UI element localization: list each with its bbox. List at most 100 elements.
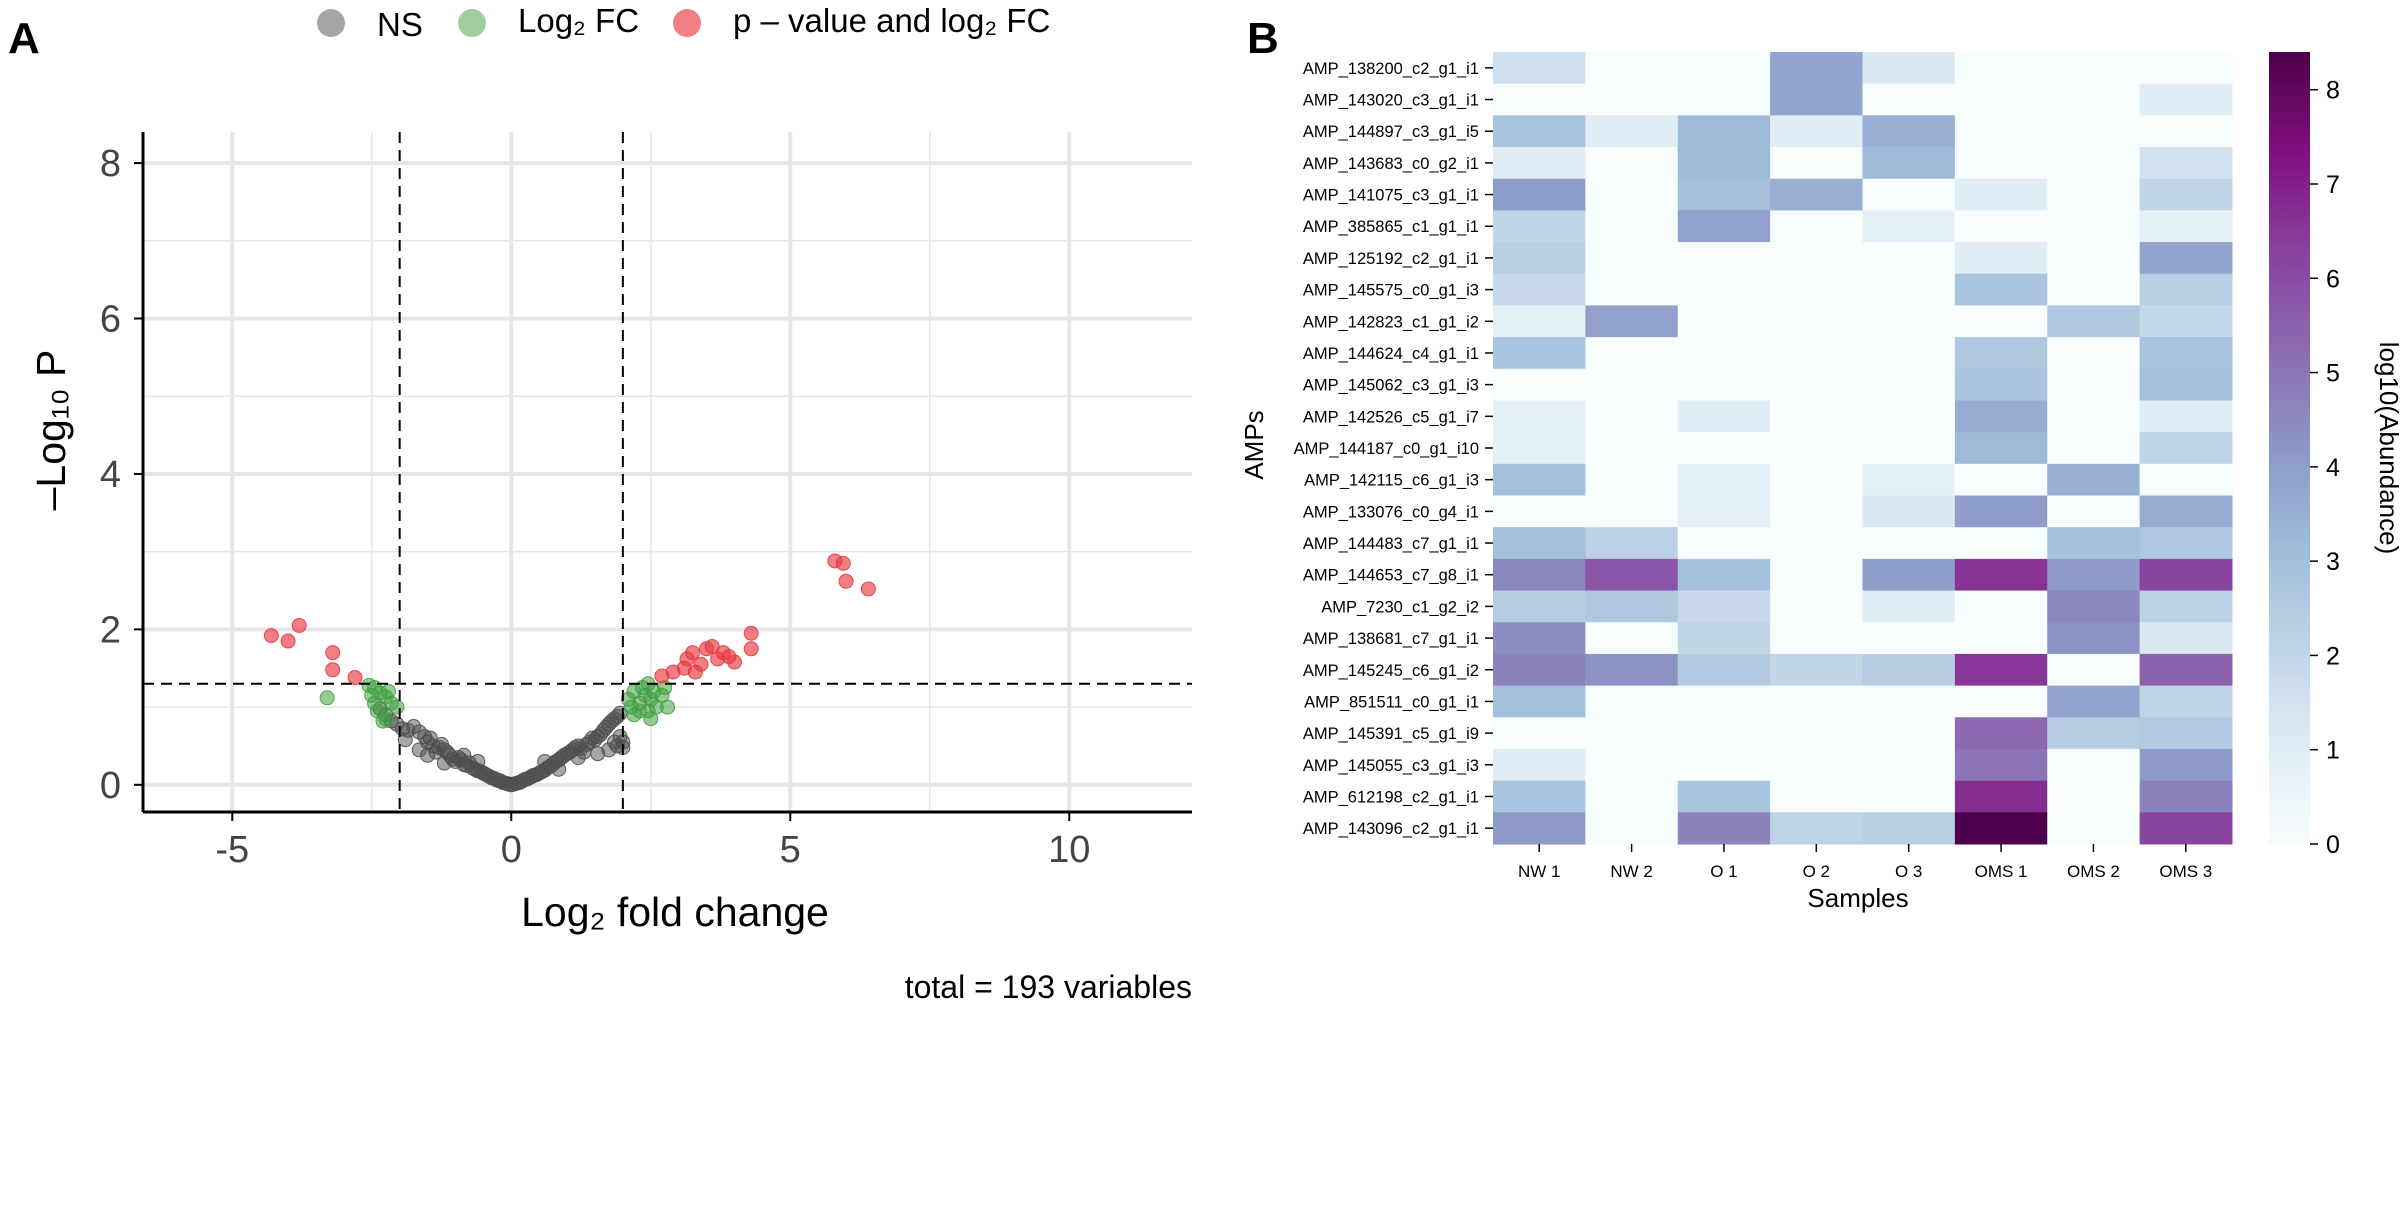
heatmap-cell (1954, 653, 2048, 687)
heatmap-cell (1862, 178, 1956, 211)
heatmap-column-label: OMS 2 (2067, 862, 2120, 881)
heatmap-cell (1770, 748, 1863, 782)
volcano-x-tick-label: 5 (780, 829, 801, 871)
colorbar-tick-label: 6 (2326, 265, 2340, 293)
heatmap-row-label: AMP_141075_c3_g1_i1 (1303, 187, 1479, 205)
heatmap-cell (1493, 400, 1586, 433)
heatmap-cell (1493, 780, 1586, 813)
colorbar-tick-label: 5 (2326, 360, 2340, 388)
volcano-point-ns (537, 753, 553, 769)
heatmap-cell (1677, 495, 1771, 528)
heatmap-cell (1862, 748, 1956, 782)
heatmap-cell (1954, 780, 2048, 813)
heatmap-cell (2047, 558, 2141, 592)
heatmap-cell (1862, 210, 1956, 243)
heatmap-row-label: AMP_133076_c0_g4_i1 (1303, 503, 1479, 521)
heatmap-cell (2047, 780, 2141, 813)
legend-both-label: p – value and log₂ FC (733, 2, 1050, 39)
heatmap-cell (1862, 432, 1956, 465)
heatmap-cell (1585, 337, 1679, 370)
heatmap-cell (2139, 242, 2233, 275)
heatmap-column-label: NW 1 (1518, 862, 1561, 881)
heatmap-cell (1954, 52, 2048, 85)
heatmap-cell (1585, 400, 1679, 433)
heatmap-cell (1862, 622, 1956, 655)
heatmap-cell (2139, 337, 2233, 370)
heatmap-cell (1862, 305, 1956, 338)
heatmap-cell (2139, 590, 2233, 623)
volcano-point-both (291, 617, 307, 633)
heatmap-cell (1585, 432, 1679, 465)
heatmap-cell (2047, 178, 2141, 211)
volcano-point-both (347, 670, 363, 686)
heatmap-cell (1770, 83, 1863, 116)
heatmap-cell (1954, 495, 2048, 528)
heatmap-cell (1677, 210, 1771, 243)
heatmap-cell (2047, 622, 2141, 655)
heatmap-cell (1954, 273, 2048, 306)
heatmap-cell (1493, 717, 1586, 750)
heatmap-row-label: AMP_143020_c3_g1_i1 (1303, 92, 1479, 110)
panel-b-label: B (1247, 14, 1279, 63)
heatmap-cell (1770, 337, 1863, 370)
volcano-y-tick-label: 6 (100, 299, 121, 341)
heatmap-cell (1954, 210, 2048, 243)
volcano-points (263, 553, 876, 793)
heatmap-cell (1862, 780, 1956, 813)
heatmap-cell (1493, 52, 1586, 85)
heatmap-cell (1862, 337, 1956, 370)
volcano-tick-labels: -5 0 5 10 0 2 4 6 8 (100, 143, 1091, 871)
heatmap-cell (2139, 52, 2233, 85)
heatmap-row-label: AMP_138200_c2_g1_i1 (1303, 60, 1479, 78)
volcano-plot: -5 0 5 10 0 2 4 6 8 Log₂ fold change –Log₁₀ P to… (28, 132, 1192, 1005)
heatmap-cell (1585, 622, 1679, 655)
heatmap-cell (1677, 305, 1771, 338)
colorbar-tick-label: 0 (2326, 831, 2340, 859)
heatmap-cell (2139, 115, 2233, 148)
heatmap-cell (1585, 590, 1679, 623)
heatmap-row-label: AMP_851511_c0_g1_i1 (1304, 693, 1479, 711)
heatmap-cell (2047, 812, 2141, 845)
heatmap-cell (1585, 368, 1679, 401)
heatmap-cell (1493, 495, 1586, 528)
heatmap-column-label: NW 2 (1610, 862, 1653, 881)
heatmap-cell (1493, 210, 1586, 243)
volcano-legend: NS Log₂ FC p – value and log₂ FC (317, 2, 1050, 43)
heatmap-cell (2047, 653, 2141, 687)
heatmap-row-label: AMP_144653_c7_g8_i1 (1303, 567, 1479, 585)
heatmap-cell (1770, 242, 1863, 275)
heatmap-column-label: O 3 (1895, 862, 1922, 881)
heatmap-cell (2139, 685, 2233, 718)
heatmap-cell (1493, 748, 1586, 782)
heatmap-cell (1585, 242, 1679, 275)
colorbar (2269, 52, 2310, 844)
volcano-y-tick-label: 8 (100, 143, 121, 185)
heatmap-cell (1770, 463, 1863, 497)
heatmap-cell (2047, 432, 2141, 465)
heatmap-cells (1493, 52, 2233, 845)
heatmap-row-label: AMP_144187_c0_g1_i10 (1294, 440, 1479, 458)
heatmap-row-label: AMP_142823_c1_g1_i2 (1303, 313, 1479, 331)
heatmap-cell (1677, 400, 1771, 433)
heatmap-cell (1770, 432, 1863, 465)
heatmap-column-label: O 1 (1710, 862, 1737, 881)
heatmap-cell (2047, 83, 2141, 116)
heatmap-cell (1493, 83, 1586, 116)
heatmap-cell (1862, 368, 1956, 401)
heatmap-cell (1585, 463, 1679, 497)
heatmap-cell (1585, 748, 1679, 782)
colorbar-tick-label: 8 (2326, 77, 2340, 105)
heatmap-cell (1770, 527, 1863, 560)
heatmap-cell (1585, 83, 1679, 116)
heatmap-cell (1677, 337, 1771, 370)
heatmap-row-label: AMP_145245_c6_g1_i2 (1303, 662, 1479, 680)
heatmap-cell (1493, 653, 1586, 687)
heatmap-cell (1493, 305, 1586, 338)
volcano-y-tick-label: 4 (100, 454, 121, 496)
heatmap-cell (1954, 463, 2048, 497)
colorbar-tick-label: 7 (2326, 171, 2340, 199)
heatmap-cell (1585, 178, 1679, 211)
heatmap-cell (2139, 305, 2233, 338)
heatmap-cell (1677, 273, 1771, 306)
heatmap-cell (1493, 368, 1586, 401)
